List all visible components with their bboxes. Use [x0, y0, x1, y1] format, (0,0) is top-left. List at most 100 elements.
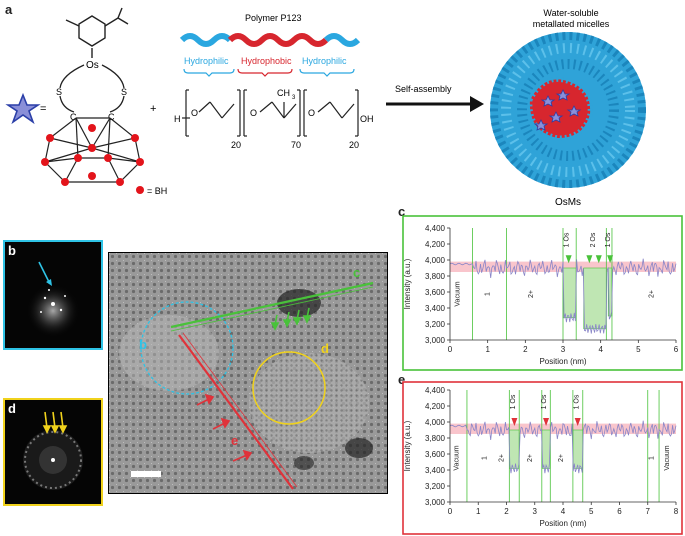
x-tick-label: 8 [674, 507, 679, 516]
y-tick-label: 4,000 [425, 256, 446, 265]
region-circle-d [252, 351, 326, 425]
intensity-trace [449, 258, 677, 334]
y-tick-label: 4,400 [425, 386, 446, 395]
s-label-right: S [121, 87, 127, 97]
region-label: 1 Os [510, 394, 517, 409]
formula-h: H [174, 114, 181, 124]
panel-label-e: e [398, 372, 406, 387]
self-assembly-label: Self-assembly [395, 84, 452, 94]
chart-e: 4,400 4,200 4,000 3,800 3,600 3,400 3,200 3,000… [402, 381, 683, 535]
x-axis-label: Position (nm) [539, 519, 586, 528]
fft-panel-d: d [3, 398, 103, 506]
os-dip-region [509, 429, 520, 469]
c-label-right: C [108, 112, 115, 122]
region-label: Vacuum [454, 281, 461, 306]
os-dip-region [541, 429, 551, 469]
micrograph-label-b: b [139, 337, 147, 352]
y-tick-label: 4,200 [425, 402, 446, 411]
formula-o3: O [308, 108, 315, 118]
formula-ch3: CH [277, 88, 290, 98]
panel-label-b: b [8, 243, 16, 258]
green-arrow-icon [607, 255, 614, 264]
equals-sign: = [40, 103, 46, 115]
micrograph-label-d: d [321, 341, 329, 356]
polymer-hydrophilic-left [179, 33, 233, 47]
x-tick-label: 3 [561, 345, 566, 354]
region-label: 2+ [528, 290, 535, 298]
bracket-hydrophilic-right [299, 68, 355, 77]
y-tick-label: 3,400 [425, 466, 446, 475]
chart-c-frame [402, 215, 683, 371]
line-profile-e-edge [182, 332, 298, 488]
region-circle-b [140, 301, 234, 395]
x-tick-label: 6 [674, 345, 679, 354]
region-label: 1 Os [605, 232, 612, 247]
panel-label-d: d [8, 401, 16, 416]
bracket-hydrophobic [237, 68, 293, 77]
fft-b-image [5, 242, 101, 348]
os-dip-region [562, 267, 577, 318]
y-tick-label: 4,000 [425, 418, 446, 427]
y-tick-label: 3,200 [425, 320, 446, 329]
micelle-title-line1: Water-soluble [543, 8, 598, 18]
x-tick-label: 5 [589, 507, 594, 516]
x-tick-label: 4 [598, 345, 603, 354]
tem-micrograph: b c d e [108, 252, 388, 494]
polymer-formula [182, 89, 359, 137]
micelle-caption: OsMs [555, 197, 581, 208]
hydrophilic-left-label: Hydrophilic [184, 56, 229, 66]
bracket-hydrophilic-left [183, 68, 235, 77]
polymer-hydrophilic-right [323, 33, 361, 47]
micrograph-label-c: c [353, 265, 361, 280]
y-axis-label: Intensity (a.u.) [403, 420, 412, 471]
x-tick-label: 2 [504, 507, 509, 516]
formula-o1: O [191, 108, 198, 118]
os-dip-region [572, 429, 584, 469]
s-label-left: S [56, 87, 62, 97]
y-tick-label: 3,400 [425, 304, 446, 313]
x-tick-label: 1 [485, 345, 490, 354]
formula-ch3-sub: 3 [292, 95, 296, 101]
scheme-a: Os S S C C [5, 7, 646, 208]
y-tick-label: 3,600 [425, 450, 446, 459]
region-label: 1 [485, 292, 492, 296]
red-arrow-icon [574, 418, 581, 426]
y-tick-label: 3,000 [425, 336, 446, 345]
carborane-cage [44, 117, 141, 183]
os-s-bonds [59, 64, 125, 113]
formula-oh: OH [360, 114, 374, 124]
hydrophobic-label: Hydrophobic [241, 56, 292, 66]
x-tick-label: 7 [646, 507, 651, 516]
micrograph-image [109, 253, 387, 493]
micrograph-label-e: e [231, 433, 239, 448]
region-label: 2 Os [590, 232, 597, 247]
mean-band [450, 423, 676, 434]
y-tick-label: 3,800 [425, 434, 446, 443]
line-profile-c [170, 281, 374, 329]
region-label: 1 [482, 456, 489, 460]
chart-c: 4,400 4,200 4,000 3,800 3,600 3,400 3,200 3,000… [402, 215, 683, 371]
x-tick-label: 6 [617, 507, 622, 516]
x-tick-label: 3 [533, 507, 538, 516]
plus-sign: + [150, 103, 156, 115]
y-tick-label: 3,200 [425, 482, 446, 491]
micelle-star-icons [533, 89, 582, 131]
formula-n2: 70 [291, 140, 301, 150]
fft-d-image [5, 400, 101, 504]
scale-bar [131, 471, 161, 477]
red-arrow-icons [196, 393, 253, 462]
y-tick-label: 3,800 [425, 272, 446, 281]
red-arrow-icon [511, 418, 518, 426]
bh-legend: = BH [147, 186, 167, 196]
star-icon [5, 92, 41, 125]
micelle-title-line2: metallated micelles [533, 19, 610, 29]
y-axis-label: Intensity (a.u.) [403, 258, 412, 309]
green-arrow-icons [270, 307, 312, 331]
region-label: Vacuum [453, 445, 460, 470]
y-tick-label: 4,400 [425, 224, 446, 233]
region-label: 2+ [648, 290, 655, 298]
bh-legend-dot [136, 186, 144, 194]
os-dip-region [583, 267, 607, 330]
x-tick-label: 2 [523, 345, 528, 354]
hydrophilic-right-label: Hydrophilic [302, 56, 347, 66]
